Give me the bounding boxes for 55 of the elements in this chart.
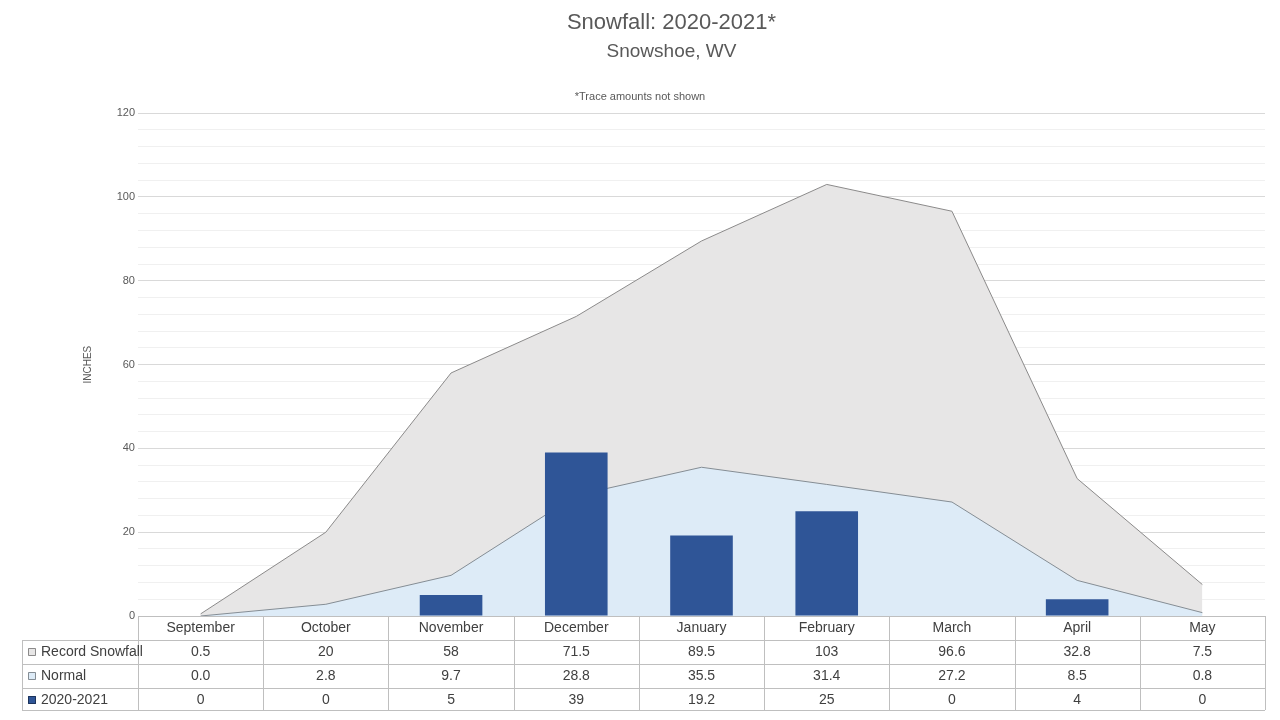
data-label: 9.7: [441, 666, 461, 683]
data-label: 19.2: [687, 690, 716, 707]
y-tick-label: 0: [128, 609, 135, 622]
bar: [795, 511, 859, 616]
data-label: 39: [568, 690, 585, 707]
data-label: 35.5: [687, 666, 716, 683]
y-tick-label: 100: [116, 190, 135, 203]
x-tick-label: October: [300, 619, 352, 636]
data-label: 0.8: [1192, 666, 1213, 683]
data-label: 0: [1198, 690, 1207, 707]
chart-subtitle: Snowshoe, WV: [606, 40, 737, 62]
data-label: 103: [815, 642, 839, 659]
data-label: 2.8: [316, 666, 336, 683]
legend-label: 2020-2021: [41, 690, 109, 707]
x-tick-label: December: [543, 619, 609, 636]
data-label: 58: [443, 642, 460, 659]
data-label: 4: [1073, 690, 1082, 707]
data-label: 32.8: [1063, 642, 1091, 659]
data-label: 0: [196, 690, 205, 707]
data-label: 0.5: [190, 642, 211, 659]
data-label: 20: [318, 642, 334, 659]
y-tick-label: 80: [122, 273, 135, 286]
data-label: 25: [818, 690, 835, 707]
data-label: 89.5: [687, 642, 716, 659]
x-tick-label: September: [166, 619, 236, 636]
data-label: 27.2: [938, 666, 966, 683]
x-tick-label: January: [676, 619, 727, 636]
bar: [670, 535, 733, 616]
bar: [419, 595, 483, 616]
data-label: 8.5: [1067, 666, 1088, 683]
x-tick-label: April: [1063, 619, 1092, 636]
data-label: 0: [321, 690, 330, 707]
bar: [1045, 599, 1109, 616]
data-label: 28.8: [562, 666, 591, 683]
chart-title: Snowfall: 2020-2021*: [566, 9, 777, 35]
data-label: 7.5: [1192, 642, 1213, 659]
data-label: 0: [948, 690, 957, 707]
y-axis-title: INCHES: [81, 345, 93, 384]
y-tick-label: 120: [116, 106, 135, 119]
x-tick-label: February: [798, 619, 855, 636]
x-tick-label: November: [418, 619, 484, 636]
y-tick-label: 20: [122, 525, 135, 538]
data-label: 96.6: [938, 642, 966, 659]
data-label: 71.5: [562, 642, 591, 659]
bar: [544, 452, 608, 616]
data-label: 0.0: [190, 666, 211, 683]
legend-label: Record Snowfall: [41, 642, 143, 659]
y-tick-label: 60: [122, 357, 135, 370]
x-tick-label: May: [1189, 619, 1216, 636]
text: *Trace amounts not shown: [574, 90, 706, 103]
data-label: 5: [447, 690, 456, 707]
legend-label: Normal: [41, 666, 87, 683]
data-label: 31.4: [813, 666, 841, 683]
x-tick-label: March: [932, 619, 972, 636]
y-tick-label: 40: [122, 441, 135, 454]
